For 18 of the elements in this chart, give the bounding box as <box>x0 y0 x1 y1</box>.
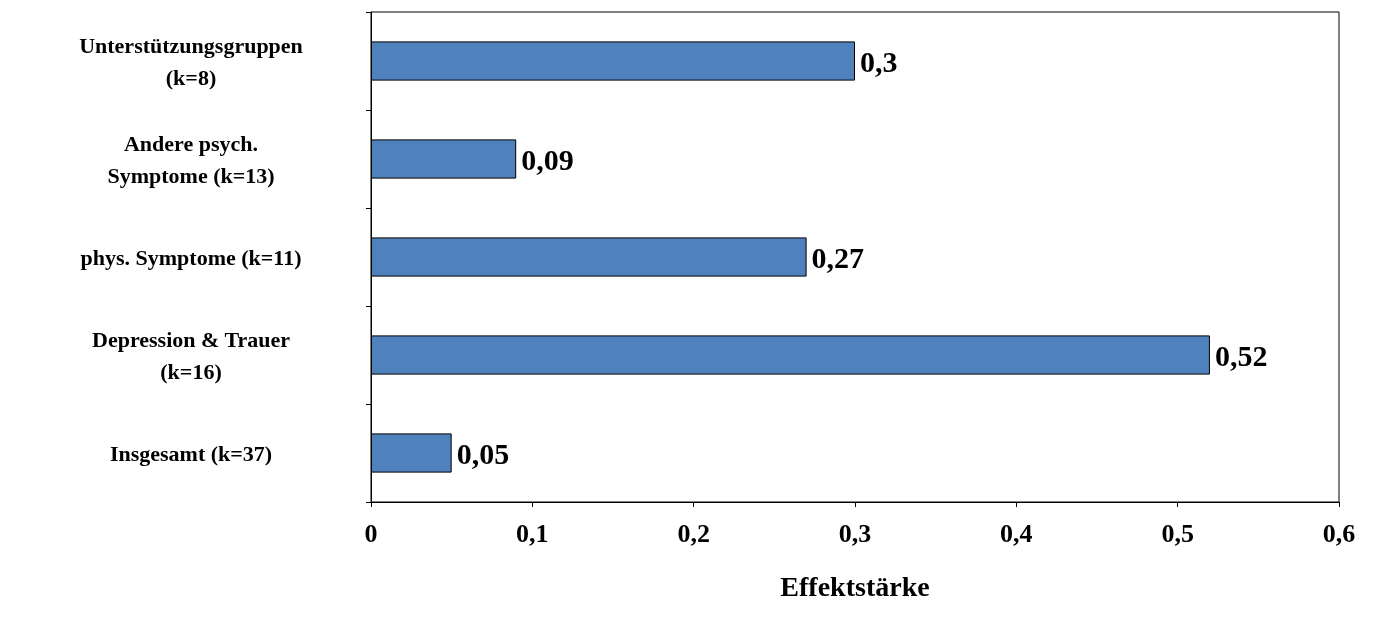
x-tick-label: 0,3 <box>838 518 872 548</box>
data-label: 0,52 <box>1214 338 1268 372</box>
data-label: 0,05 <box>456 436 510 470</box>
data-label: 0,27 <box>811 240 865 274</box>
x-tick-label: 0,4 <box>1000 518 1033 548</box>
x-tick-label: 0,6 <box>1322 518 1356 548</box>
x-tick-label: 0,2 <box>677 518 710 548</box>
y-tick-label: Depression & Trauer (k=16) <box>92 326 291 384</box>
y-tick-label: Unterstützungsgruppen (k=8) <box>79 32 303 90</box>
data-label: 0,09 <box>521 142 574 176</box>
x-axis-title: Effektstärke <box>780 570 930 602</box>
x-tick-label: 0,5 <box>1161 518 1194 548</box>
y-tick-label: Andere psych. Symptome (k=13) <box>107 130 275 188</box>
x-tick-label: 0 <box>364 518 378 548</box>
y-tick-label: Insgesamt (k=37) <box>109 440 273 466</box>
y-tick-label: phys. Symptome (k=11) <box>80 244 302 270</box>
x-tick-label: 0,1 <box>516 518 549 548</box>
data-label: 0,3 <box>860 44 898 78</box>
